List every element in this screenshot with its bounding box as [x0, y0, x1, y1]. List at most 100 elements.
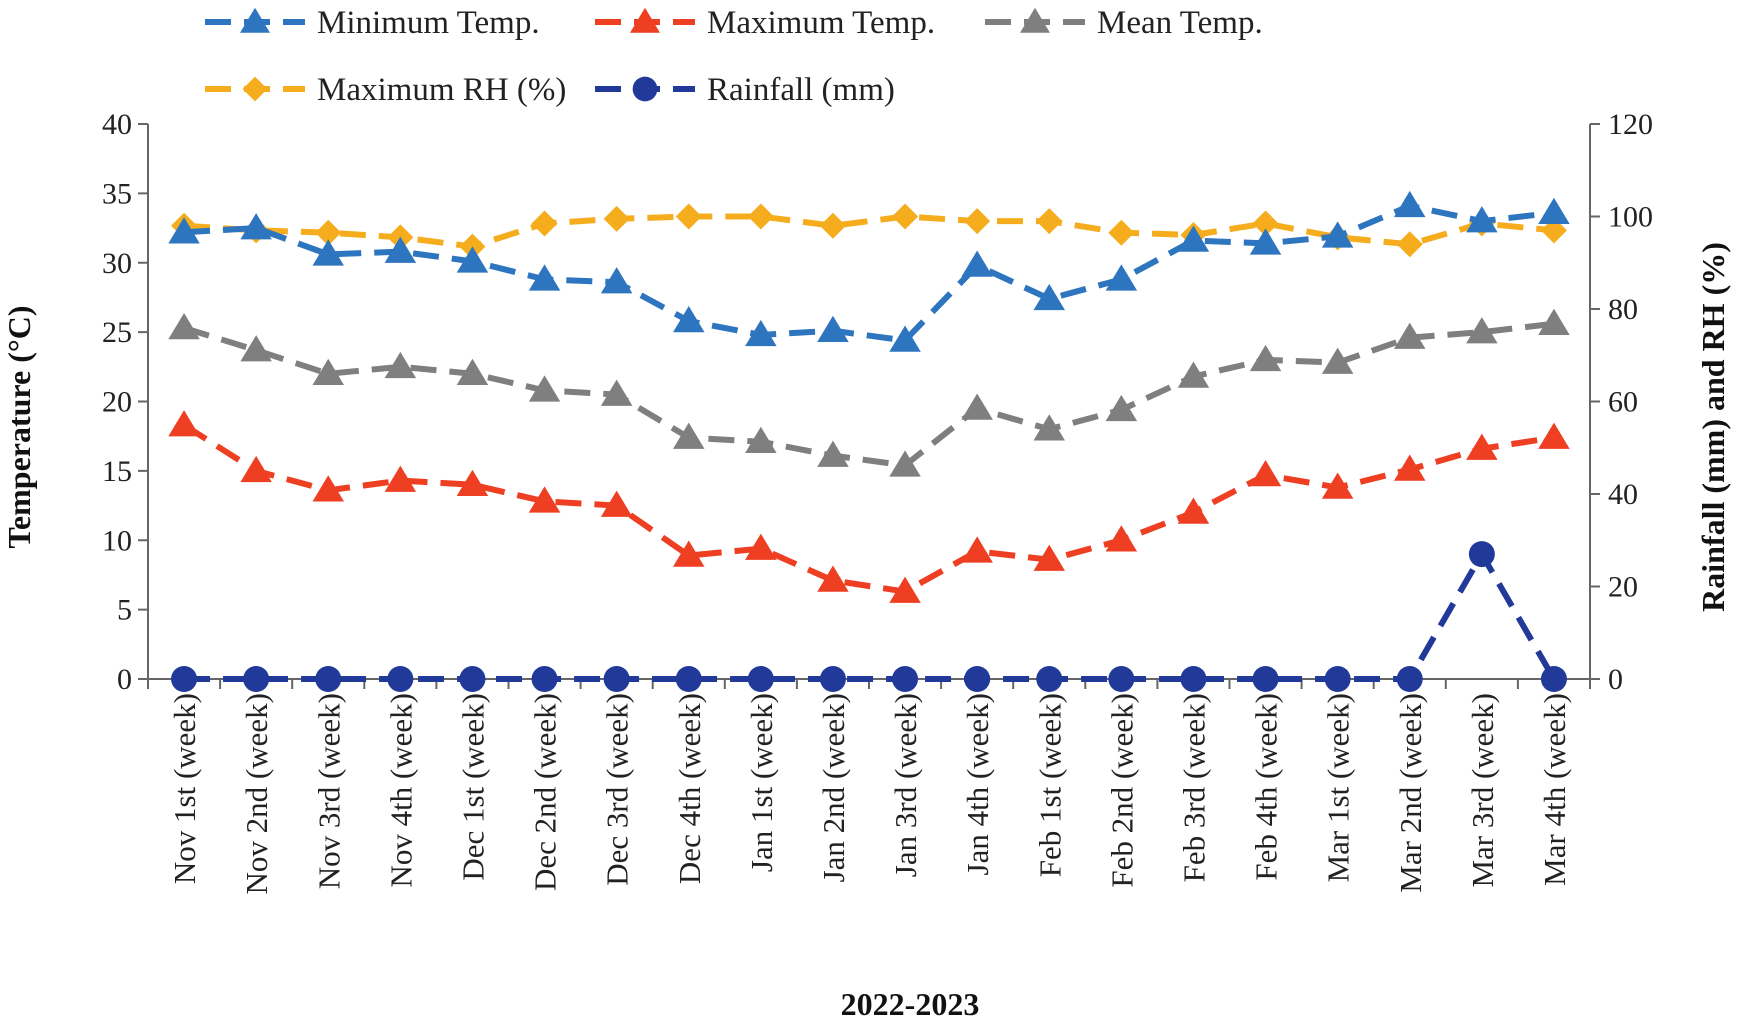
- series-mean-temp: [168, 308, 1570, 477]
- data-point: [1249, 228, 1282, 255]
- data-point: [312, 358, 344, 385]
- data-point: [892, 203, 919, 230]
- data-point: [964, 208, 991, 235]
- data-point: [961, 536, 993, 563]
- data-point: [1321, 221, 1354, 248]
- data-point: [528, 375, 561, 402]
- data-point: [1033, 414, 1065, 441]
- x-tick-label: Jan 3rd (week): [888, 693, 923, 877]
- y-tick-label-left: 40: [102, 108, 132, 141]
- legend-label: Rainfall (mm): [707, 72, 895, 108]
- data-point: [456, 246, 489, 273]
- data-point: [1105, 394, 1138, 422]
- x-tick-label: Mar 1st (week): [1321, 693, 1356, 882]
- y-tick-label-right: 60: [1608, 386, 1638, 419]
- data-point: [315, 666, 342, 692]
- data-point: [1036, 666, 1063, 692]
- series-line: [184, 551, 1557, 682]
- data-point: [673, 306, 705, 333]
- x-tick-label: Jan 1st (week): [744, 693, 779, 872]
- data-point: [673, 422, 705, 449]
- y-tick-label-left: 25: [102, 316, 132, 349]
- data-point: [603, 205, 630, 232]
- data-point: [242, 76, 268, 102]
- x-tick-label: Jan 2nd (week): [816, 693, 851, 882]
- data-point: [747, 666, 774, 692]
- data-point: [1105, 264, 1138, 291]
- data-point: [817, 315, 849, 342]
- y-tick-label-right: 40: [1608, 478, 1638, 511]
- data-point: [1033, 283, 1065, 311]
- x-tick-label: Mar 3rd (week): [1465, 693, 1500, 888]
- x-tick-label: Dec 4th (week): [672, 693, 707, 884]
- data-point: [384, 465, 417, 492]
- data-point: [892, 666, 919, 692]
- data-point: [1321, 347, 1354, 374]
- data-point: [1020, 7, 1050, 33]
- data-point: [1249, 460, 1282, 487]
- x-tick-label: Jan 4th (week): [960, 693, 995, 876]
- data-point: [240, 7, 270, 33]
- data-point: [384, 351, 417, 379]
- data-point: [600, 490, 633, 517]
- data-point: [745, 426, 777, 453]
- data-point: [1538, 197, 1570, 225]
- x-tick-label: Feb 2nd (week): [1104, 693, 1139, 888]
- data-point: [745, 319, 777, 347]
- data-point: [1394, 322, 1426, 349]
- data-point: [1394, 190, 1426, 218]
- y-tick-label-left: 35: [102, 177, 132, 210]
- data-point: [1033, 544, 1065, 571]
- data-point: [964, 666, 991, 692]
- legend-label: Minimum Temp.: [317, 5, 540, 41]
- legend-label: Maximum RH (%): [317, 72, 566, 108]
- data-point: [1105, 525, 1138, 552]
- legend-label: Maximum Temp.: [707, 5, 935, 41]
- series-line: [182, 422, 1555, 595]
- data-point: [747, 203, 774, 230]
- series-line: [183, 320, 1555, 469]
- x-tick-label: Feb 4th (week): [1249, 693, 1284, 881]
- data-point: [1180, 666, 1207, 692]
- data-point: [528, 486, 561, 513]
- data-point: [1466, 317, 1498, 344]
- data-point: [817, 440, 849, 467]
- x-tick-label: Dec 3rd (week): [600, 693, 635, 886]
- y-tick-label-right: 80: [1608, 293, 1638, 326]
- data-point: [600, 379, 633, 406]
- series-maximum-temp: [168, 410, 1570, 603]
- data-point: [1321, 472, 1354, 499]
- x-tick-label: Nov 4th (week): [383, 693, 418, 888]
- data-point: [315, 219, 342, 246]
- data-point: [1252, 210, 1279, 237]
- legend: Minimum Temp. Maximum Temp. Mean Temp. Maxi…: [205, 5, 1263, 108]
- data-point: [312, 239, 344, 266]
- y-tick-label-left: 0: [117, 663, 132, 696]
- series-rainfall-mm: [171, 541, 1567, 692]
- legend-item: Minimum Temp.: [205, 5, 540, 41]
- x-tick-label: Nov 3rd (week): [311, 693, 346, 889]
- data-point: [889, 325, 921, 352]
- data-point: [1177, 361, 1210, 388]
- data-point: [456, 469, 489, 496]
- data-point: [387, 666, 414, 692]
- x-axis-title: 2022-2023: [841, 986, 980, 1022]
- legend-item: Rainfall (mm): [595, 72, 895, 108]
- legend-item: Maximum RH (%): [205, 72, 566, 108]
- data-point: [673, 540, 705, 567]
- y-tick-label-left: 15: [102, 455, 132, 488]
- y-tick-label-right: 0: [1608, 663, 1623, 696]
- data-point: [961, 250, 993, 277]
- y-tick-label-left: 5: [117, 594, 132, 627]
- data-point: [171, 666, 198, 692]
- data-point: [528, 264, 561, 291]
- series-layer: [168, 190, 1570, 692]
- series-minimum-temp: [168, 190, 1570, 352]
- data-point: [240, 213, 272, 240]
- data-point: [1036, 208, 1063, 235]
- data-point: [1466, 433, 1498, 460]
- axes: 0 5 10 15 20 25 30 35 40 0 20 40 60 80 100 120 Nov 1st (…: [102, 108, 1653, 894]
- data-point: [675, 203, 702, 230]
- y-tick-label-right: 100: [1608, 201, 1653, 234]
